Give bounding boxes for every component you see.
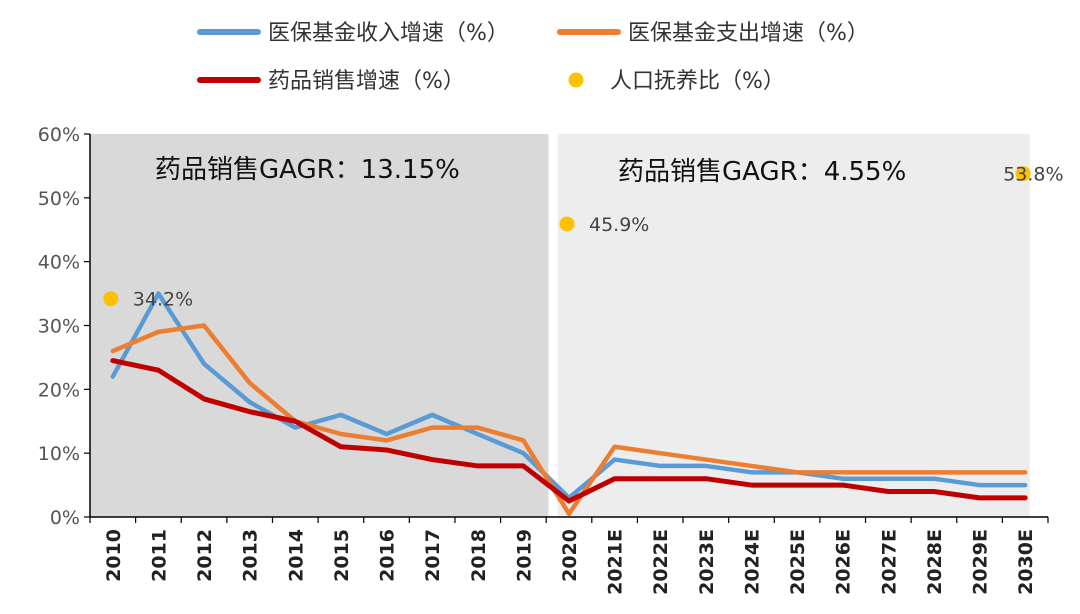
x-tick-label: 2016 (377, 529, 399, 582)
y-tick-label: 60% (38, 124, 80, 146)
scatter-points: 34.2% 45.9% 53.8% (103, 164, 1064, 311)
period-shading (90, 134, 1030, 517)
x-tick-label: 2010 (103, 529, 125, 582)
y-tick-label: 10% (38, 443, 80, 465)
series-line-2 (110, 323, 1028, 517)
x-tick-label: 2019 (513, 529, 535, 582)
legend-label: 人口抚养比（%） (610, 69, 785, 94)
scatter-point (1015, 166, 1031, 182)
x-tick-label: 2027E (878, 529, 900, 595)
x-tick-label: 2024E (741, 529, 763, 595)
x-tick-label: 2023E (696, 529, 718, 595)
x-tick-label: 2018 (468, 529, 490, 582)
data-label: 53.8% (1003, 164, 1063, 186)
legend-label: 医保基金收入增速（%） (268, 21, 509, 46)
scatter-point (103, 291, 119, 307)
x-tick-label: 2014 (285, 529, 307, 582)
cagr-annotation: 药品销售GAGR：4.55% (618, 157, 906, 187)
x-tick-label: 2030E (1015, 529, 1037, 595)
legend-label: 药品销售增速（%） (268, 69, 465, 94)
y-tick-label: 20% (38, 379, 80, 401)
shaded-period-2 (557, 134, 1030, 517)
x-tick-label: 2021E (605, 529, 627, 595)
x-tick-label: 2022E (650, 529, 672, 595)
legend-swatch-dot (568, 72, 584, 88)
x-tick-label: 2020 (559, 529, 581, 582)
annotations: 药品销售GAGR：13.15% 药品销售GAGR：4.55% (155, 155, 906, 187)
x-tick-label: 2015 (331, 529, 353, 582)
y-tick-label: 30% (38, 316, 80, 338)
data-label: 45.9% (589, 214, 649, 236)
x-tick-label: 2028E (924, 529, 946, 595)
x-tick-label: 2025E (787, 529, 809, 595)
x-tick-label: 2012 (194, 529, 216, 582)
y-tick-label: 40% (38, 252, 80, 274)
series-line-3 (110, 358, 1028, 504)
shaded-period-1 (90, 134, 549, 517)
x-tick-label: 2026E (833, 529, 855, 595)
data-label: 34.2% (133, 289, 193, 311)
cagr-annotation: 药品销售GAGR：13.15% (155, 155, 460, 185)
y-tick-label: 0% (50, 507, 80, 529)
series-lines (110, 291, 1028, 517)
axes: 0% 10% 20% 30% 40% 50% 60% 2010 2011 2012 2013 2014… (38, 124, 1049, 595)
legend: 医保基金收入增速（%） 医保基金支出增速（%） 药品销售增速（%） 人口抚养比（%） (197, 21, 869, 94)
y-tick-label: 50% (38, 188, 80, 210)
series-line-1 (110, 291, 1028, 501)
scatter-point (559, 216, 575, 232)
x-tick-label: 2013 (240, 529, 262, 582)
x-tick-label: 2011 (148, 529, 170, 582)
x-tick-label: 2029E (970, 529, 992, 595)
legend-label: 医保基金支出增速（%） (628, 21, 869, 46)
x-tick-label: 2017 (422, 529, 444, 582)
